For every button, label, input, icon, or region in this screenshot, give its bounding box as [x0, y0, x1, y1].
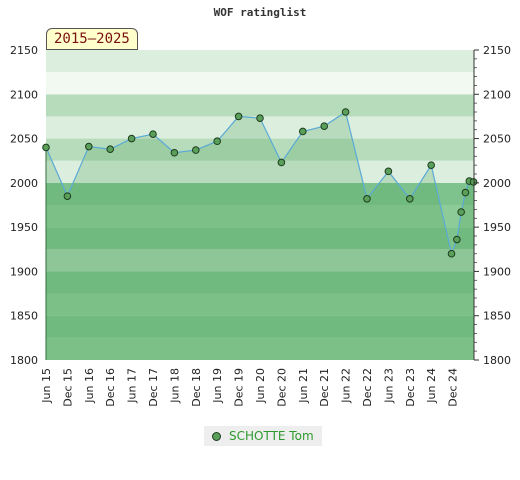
x-tick-label: Jun 20 — [254, 368, 267, 404]
y-tick-label-left: 2000 — [10, 177, 38, 190]
background-band — [46, 50, 474, 73]
y-tick-label-left: 2050 — [10, 133, 38, 146]
data-point — [256, 114, 264, 122]
data-point — [406, 195, 414, 203]
y-tick-label-right: 2000 — [483, 177, 511, 190]
x-tick-label: Dec 15 — [61, 368, 74, 407]
background-band — [46, 315, 474, 338]
x-tick-label: Jun 16 — [83, 368, 96, 404]
x-tick-label: Jun 23 — [382, 368, 395, 404]
data-point — [461, 188, 470, 197]
data-point — [42, 143, 50, 152]
data-point — [63, 192, 72, 200]
y-tick-label-right: 1950 — [483, 221, 511, 234]
data-point — [213, 137, 221, 146]
y-tick-label-left: 1850 — [10, 310, 38, 323]
data-point — [299, 127, 307, 136]
background-band — [46, 160, 474, 183]
background-band — [46, 94, 474, 117]
y-tick-label-left: 2100 — [10, 88, 38, 101]
background-band — [46, 72, 474, 95]
y-tick-label-right: 2150 — [483, 44, 511, 57]
background-band — [46, 249, 474, 272]
background-band — [46, 337, 474, 360]
background-band — [46, 138, 474, 161]
x-tick-label: Jun 19 — [211, 368, 224, 404]
x-tick-label: Dec 18 — [190, 368, 203, 407]
data-point — [384, 167, 393, 176]
data-point — [447, 249, 456, 258]
y-tick-label-right: 2050 — [483, 133, 511, 146]
data-point — [453, 235, 461, 244]
period-badge: 2015–2025 — [46, 28, 138, 50]
x-tick-label: Dec 22 — [361, 368, 374, 407]
y-tick-label-left: 1900 — [10, 265, 38, 278]
chart-title: WOF ratinglist — [213, 6, 307, 19]
data-point — [457, 208, 465, 216]
data-point — [234, 112, 243, 121]
data-point — [363, 195, 371, 203]
series-area — [46, 112, 474, 360]
y-tick-label-left: 1800 — [10, 354, 38, 367]
x-tick-label: Dec 19 — [233, 368, 246, 407]
data-point — [277, 158, 286, 167]
x-tick-label: Jun 24 — [425, 368, 438, 404]
y-tick-label-left: 1950 — [10, 221, 38, 234]
data-point — [320, 122, 329, 130]
y-tick-label-right: 1800 — [483, 354, 511, 367]
x-tick-label: Dec 17 — [147, 368, 160, 407]
background-band — [46, 205, 474, 228]
data-point — [149, 130, 157, 138]
data-point — [127, 134, 136, 143]
x-tick-label: Jun 22 — [340, 368, 353, 404]
x-tick-label: Dec 20 — [275, 368, 288, 407]
x-tick-label: Jun 17 — [126, 368, 139, 404]
data-point — [85, 142, 93, 151]
data-point — [427, 161, 436, 169]
x-tick-label: Dec 24 — [447, 368, 460, 407]
background-band — [46, 293, 474, 316]
x-tick-label: Dec 21 — [318, 368, 331, 407]
y-tick-label-left: 2150 — [10, 44, 38, 57]
y-tick-label-right: 2100 — [483, 88, 511, 101]
x-tick-label: Dec 23 — [404, 368, 417, 407]
x-tick-label: Jun 18 — [168, 368, 181, 404]
background-band — [46, 271, 474, 294]
data-point — [341, 108, 350, 116]
legend-marker-icon — [212, 431, 221, 441]
data-point — [106, 145, 114, 153]
x-tick-label: Jun 21 — [297, 368, 310, 404]
y-tick-label-right: 1850 — [483, 310, 511, 323]
legend[interactable]: SCHOTTE Tom — [204, 426, 322, 446]
legend-label: SCHOTTE Tom — [229, 429, 314, 443]
data-point — [170, 148, 179, 157]
x-tick-label: Jun 15 — [40, 368, 53, 404]
background-band — [46, 227, 474, 250]
y-tick-label-right: 1900 — [483, 265, 511, 278]
x-tick-label: Dec 16 — [104, 368, 117, 407]
data-point — [192, 146, 200, 154]
